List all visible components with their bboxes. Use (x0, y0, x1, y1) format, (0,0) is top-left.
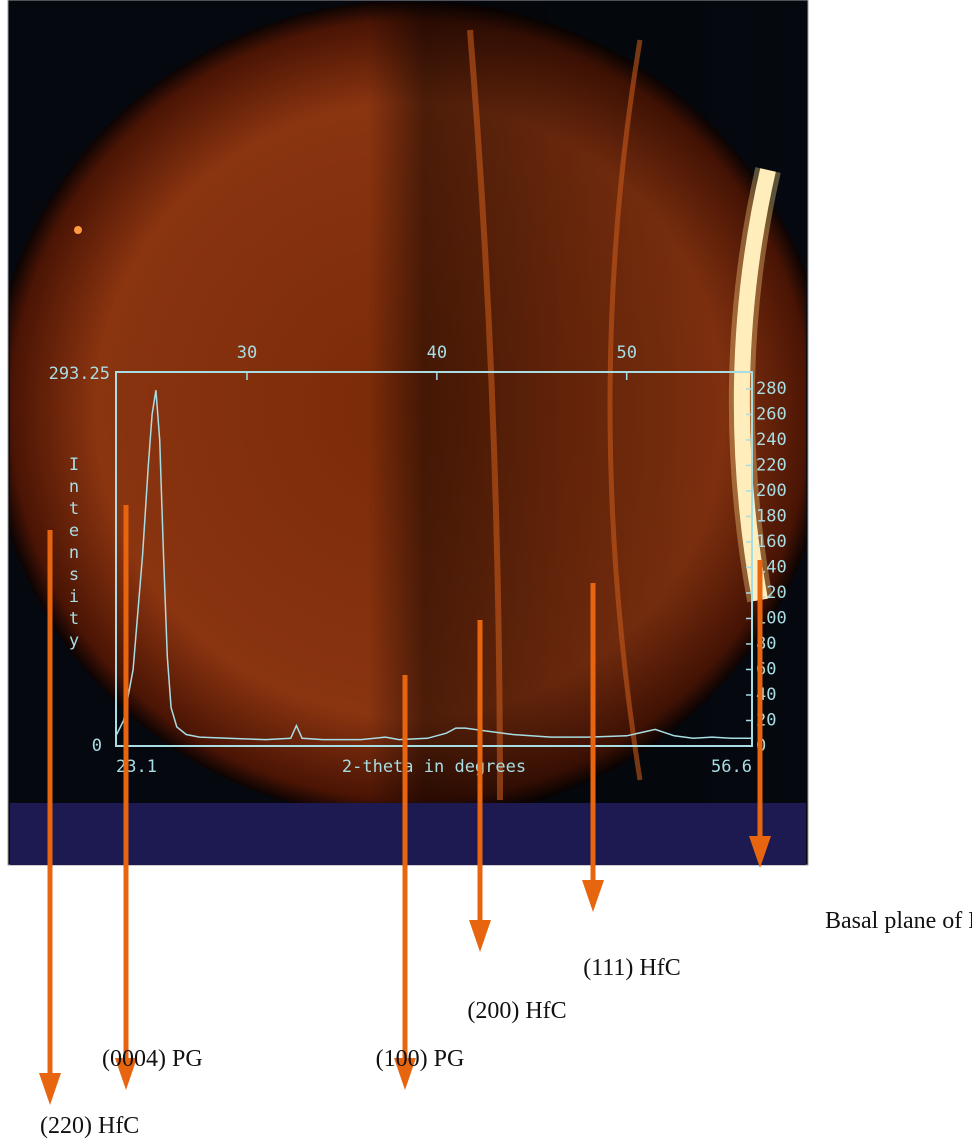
plot-frame (115, 371, 753, 747)
arrow-head (749, 836, 771, 868)
y-tick-label: 260 (756, 404, 787, 424)
annotation-label: (0004) PG (102, 1046, 203, 1072)
y-tick-label: 280 (756, 379, 787, 399)
x-limit-label: 23.1 (116, 757, 157, 777)
y-tick-label: 220 (756, 455, 787, 475)
y-limit-label: 293.25 (49, 364, 110, 384)
y-tick-label: 140 (756, 557, 787, 577)
arrow-head (394, 1058, 416, 1090)
x-tick-label: 50 (616, 343, 636, 363)
annotation-label: (200) HfC (467, 998, 566, 1024)
x-tick-label: 30 (237, 343, 257, 363)
y-tick-label: 100 (756, 608, 787, 628)
annotation-label: Basal plane of PG (825, 908, 972, 934)
arrow-head (582, 880, 604, 912)
annotation-label: (220) HfC (40, 1113, 139, 1139)
x-limit-label: 56.6 (711, 757, 752, 777)
intensity-line (115, 390, 752, 741)
y-tick-label: 160 (756, 532, 787, 552)
y-tick-label: 120 (756, 583, 787, 603)
arrow-head (115, 1058, 137, 1090)
y-tick-label: 180 (756, 506, 787, 526)
y-tick-label: 200 (756, 481, 787, 501)
y-limit-label: 0 (92, 736, 102, 756)
annotation-label: (100) PG (376, 1046, 465, 1072)
arrow-head (39, 1073, 61, 1105)
x-axis-title: 2-theta in degrees (342, 757, 526, 777)
y-tick-label: 240 (756, 430, 787, 450)
x-tick-label: 40 (427, 343, 447, 363)
status-bar (10, 803, 806, 865)
annotation-label: (111) HfC (583, 955, 681, 981)
detector-image (10, 2, 806, 803)
arrow-head (469, 920, 491, 952)
